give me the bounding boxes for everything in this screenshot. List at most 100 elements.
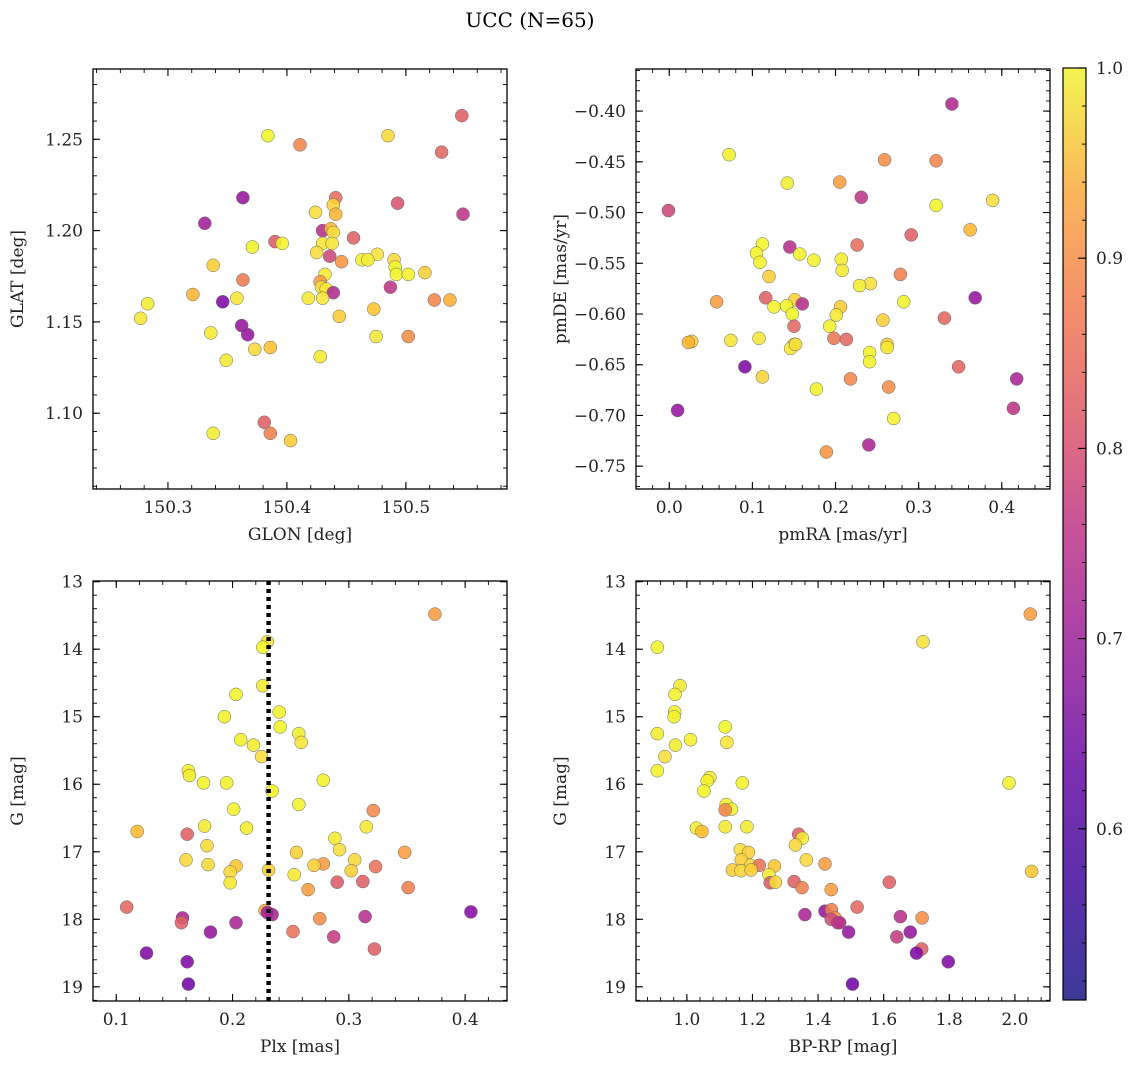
data-point xyxy=(896,295,911,309)
data-point xyxy=(130,824,144,839)
data-point xyxy=(738,360,752,374)
data-point xyxy=(428,607,442,621)
x-tick-label: 0.2 xyxy=(219,1010,246,1030)
data-point xyxy=(179,853,193,867)
data-point xyxy=(783,240,797,254)
data-point xyxy=(658,749,672,764)
data-point xyxy=(963,223,977,237)
data-point xyxy=(367,302,381,316)
data-point xyxy=(753,255,767,270)
data-point xyxy=(443,293,457,307)
y-tick-label: 16 xyxy=(61,775,83,795)
data-point xyxy=(695,824,709,839)
data-point xyxy=(831,915,845,930)
x-tick-label: 0.0 xyxy=(656,498,683,518)
x-tick-label: 0.3 xyxy=(335,1010,362,1030)
data-point xyxy=(464,905,478,919)
data-point xyxy=(275,236,289,251)
x-axis-label: pmRA [mas/yr] xyxy=(778,525,907,545)
y-axis-label: G [mag] xyxy=(551,756,571,825)
data-point xyxy=(219,776,234,790)
data-point xyxy=(787,319,801,333)
y-tick-label: 1.15 xyxy=(45,313,83,333)
data-point xyxy=(850,900,864,914)
data-point xyxy=(854,190,869,205)
data-point xyxy=(316,773,331,787)
data-point xyxy=(809,382,824,396)
data-point xyxy=(254,749,269,764)
data-point xyxy=(788,337,803,352)
data-point xyxy=(236,190,250,205)
data-point xyxy=(328,207,343,221)
data-point xyxy=(174,915,189,930)
figure-title: UCC (N=65) xyxy=(465,8,594,32)
data-point xyxy=(196,776,211,790)
y-tick-label: −0.40 xyxy=(574,102,626,122)
data-point xyxy=(356,874,370,889)
data-point xyxy=(389,267,404,282)
x-tick-label: 1.8 xyxy=(936,1010,963,1030)
y-tick-label: 19 xyxy=(61,978,83,998)
y-tick-label: 1.20 xyxy=(45,222,83,242)
data-point xyxy=(201,857,215,872)
data-point xyxy=(724,333,738,348)
colorbar-tick-label: 0.8 xyxy=(1096,439,1123,459)
data-point xyxy=(240,327,255,342)
data-point xyxy=(915,911,929,925)
data-point xyxy=(1006,401,1021,416)
panel-glon-glat: 150.3 150.4 150.5 1.10 1.15 1.20 1.25 GLON [deg… xyxy=(8,68,508,545)
x-axis-label: BP-RP [mag] xyxy=(789,1037,898,1057)
data-point xyxy=(886,411,901,426)
data-point xyxy=(650,640,665,654)
x-tick-label: 0.3 xyxy=(905,498,932,518)
data-point xyxy=(346,231,361,245)
x-tick-label: 150.4 xyxy=(263,498,312,518)
data-point xyxy=(882,875,897,889)
data-point xyxy=(381,128,395,143)
data-point xyxy=(309,245,324,260)
data-point xyxy=(876,313,890,327)
data-point xyxy=(368,859,383,874)
colorbar-tick-label: 1.0 xyxy=(1096,59,1123,79)
y-tick-label: 19 xyxy=(604,978,626,998)
data-point xyxy=(829,308,844,322)
data-point xyxy=(720,735,734,750)
x-axis-label: GLON [deg] xyxy=(248,525,352,545)
data-point xyxy=(328,831,342,846)
x-tick-label: 2.0 xyxy=(1001,1010,1028,1030)
data-point xyxy=(877,153,892,167)
data-point xyxy=(332,309,347,324)
data-point xyxy=(768,875,783,889)
data-point xyxy=(390,196,405,210)
data-point xyxy=(818,857,832,871)
data-point xyxy=(265,784,279,798)
data-point xyxy=(263,426,278,441)
y-tick-label: −0.65 xyxy=(574,356,626,376)
data-point xyxy=(780,176,795,190)
data-point xyxy=(893,909,908,924)
x-tick-label: 0.4 xyxy=(988,498,1015,518)
x-tick-label: 0.1 xyxy=(103,1010,130,1030)
x-tick-label: 150.5 xyxy=(382,498,431,518)
data-point xyxy=(881,380,896,394)
x-tick-label: 1.2 xyxy=(739,1010,766,1030)
data-point xyxy=(332,842,347,857)
data-point xyxy=(752,331,766,346)
data-point xyxy=(401,329,416,344)
data-point xyxy=(272,705,286,719)
data-point xyxy=(359,820,374,834)
data-point xyxy=(233,732,248,747)
x-tick-label: 1.6 xyxy=(870,1010,897,1030)
data-point xyxy=(308,205,323,220)
y-tick-label: 15 xyxy=(604,708,626,728)
data-point xyxy=(681,335,696,350)
data-point xyxy=(257,415,272,430)
data-point xyxy=(223,876,237,890)
data-point xyxy=(287,867,301,882)
data-point xyxy=(916,635,930,649)
data-point xyxy=(795,297,810,311)
data-point xyxy=(301,882,315,897)
data-point xyxy=(843,372,858,386)
data-point xyxy=(455,108,469,123)
x-tick-label: 150.3 xyxy=(144,498,193,518)
